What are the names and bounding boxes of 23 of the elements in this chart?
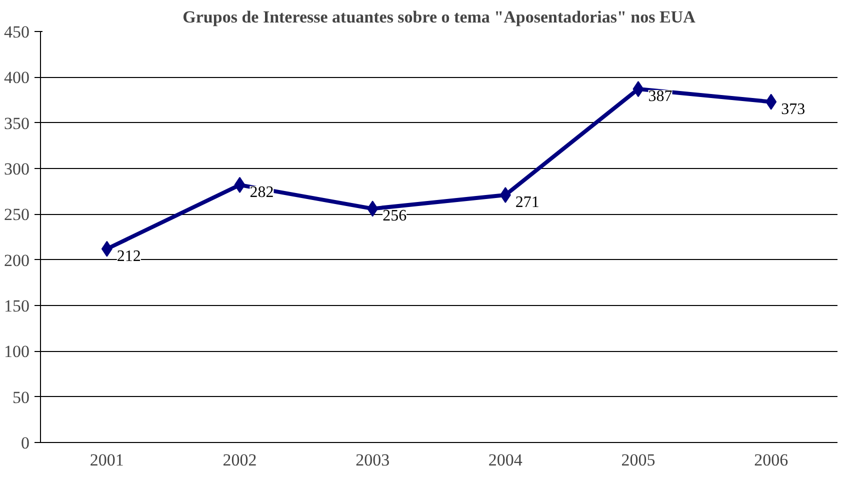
- data-label: 271: [515, 194, 540, 211]
- y-tick-label: 400: [4, 68, 30, 88]
- y-tick-label: 50: [12, 388, 30, 407]
- y-tick-label: 300: [4, 160, 30, 178]
- x-tick-label: 2001: [90, 450, 124, 470]
- y-tick-label: 250: [4, 205, 30, 224]
- x-tick-label: 2002: [222, 450, 257, 470]
- data-label: 373: [781, 100, 806, 118]
- data-label: 212: [116, 248, 141, 265]
- chart-title: Grupos de Interesse atuantes sobre o tema "Aposentadorias" nos EUA: [182, 8, 696, 26]
- y-tick-label: 0: [21, 434, 30, 452]
- x-tick-label: 2006: [754, 450, 788, 470]
- x-tick-label: 2004: [488, 450, 523, 470]
- y-tick-label: 450: [4, 22, 30, 42]
- data-label: 387: [648, 88, 672, 106]
- x-tick-label: 2005: [621, 450, 656, 470]
- y-tick-label: 100: [4, 342, 30, 362]
- y-tick-label: 350: [4, 114, 30, 133]
- data-label: 256: [382, 208, 407, 225]
- x-tick-label: 2003: [356, 450, 390, 470]
- data-label: 282: [250, 184, 274, 201]
- y-tick-label: 150: [4, 296, 30, 316]
- y-tick-label: 200: [4, 250, 30, 270]
